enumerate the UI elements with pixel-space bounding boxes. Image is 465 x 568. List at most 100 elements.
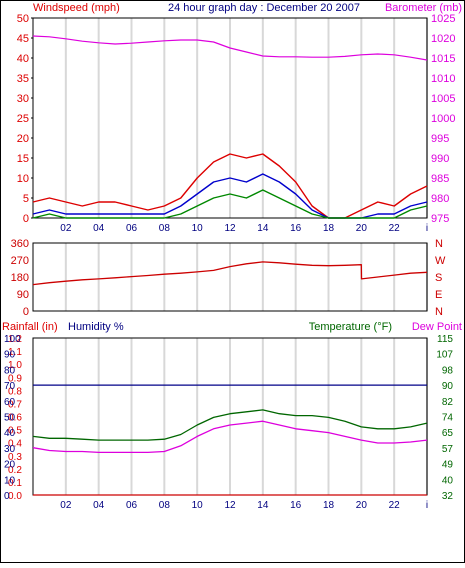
windspeed-axis-label: Windspeed (mph) (33, 2, 120, 14)
compass-tick-label: N (435, 238, 443, 250)
rainfall-tick-label: 0.5 (8, 426, 22, 437)
barometer-tick-label: 1000 (431, 113, 455, 125)
dewpoint-axis-label: Dew Point (412, 321, 462, 333)
x-tick-label: 22 (389, 223, 401, 234)
x-tick-label: 02 (60, 500, 72, 511)
humidity-tick-label: 50 (4, 413, 16, 424)
humidity-tick-label: 70 (4, 381, 16, 392)
x-tick-label: 06 (126, 223, 138, 234)
x-tick-label: 04 (93, 223, 105, 234)
x-tick-label: 18 (323, 223, 335, 234)
compass-tick-label: W (435, 255, 446, 267)
x-tick-label: 08 (159, 223, 171, 234)
windspeed-tick-label: 10 (17, 173, 29, 185)
x-tick-label: 02 (60, 223, 72, 234)
temperature-tick-label: 107 (436, 350, 453, 361)
temperature-line (32, 409, 428, 441)
x-tick-label: 14 (257, 500, 269, 511)
humidity-tick-label: 60 (4, 397, 16, 408)
windspeed-tick-label: 45 (17, 33, 29, 45)
barometer-tick-label: 990 (431, 153, 449, 165)
humidity-tick-label: 30 (4, 444, 16, 455)
compass-tick-label: N (435, 306, 443, 318)
humidity-tick-label: 20 (4, 460, 16, 471)
temperature-tick-label: 65 (442, 428, 454, 439)
x-tick-label: 06 (126, 500, 138, 511)
humidity-tick-label: 80 (4, 365, 16, 376)
x-tick-label: 22 (389, 500, 401, 511)
windspeed-tick-label: 30 (17, 93, 29, 105)
barometer-tick-label: 1005 (431, 93, 455, 105)
rainfall-tick-label: 0.9 (8, 373, 22, 384)
windspeed-line-1 (32, 153, 428, 219)
temperature-tick-label: 74 (442, 413, 454, 424)
barometer-tick-label: 1020 (431, 33, 455, 45)
windspeed-tick-label: 25 (17, 113, 29, 125)
x-tick-label: 12 (224, 500, 236, 511)
temperature-tick-label: 57 (442, 444, 454, 455)
x-tick-label: 04 (93, 500, 105, 511)
x-tick-label: 12 (224, 223, 236, 234)
direction-tick-label: 180 (11, 272, 29, 284)
x-tick-label: 20 (356, 223, 368, 234)
windspeed-tick-label: 40 (17, 53, 29, 65)
barometer-tick-label: 1010 (431, 73, 455, 85)
rainfall-tick-label: 0.4 (8, 439, 22, 450)
compass-tick-label: S (435, 272, 442, 284)
barometer-tick-label: 995 (431, 133, 449, 145)
rainfall-tick-label: 0.6 (8, 413, 22, 424)
dewpoint-line (32, 420, 428, 454)
x-tick-label: 18 (323, 500, 335, 511)
humidity-axis-label: Humidity % (68, 321, 124, 333)
x-tick-label: 16 (290, 500, 302, 511)
direction-tick-label: 0 (23, 306, 29, 318)
windspeed-line-3 (32, 189, 428, 219)
temperature-tick-label: 98 (442, 365, 454, 376)
direction-tick-label: 90 (17, 289, 29, 301)
rainfall-tick-label: 0.0 (8, 491, 22, 502)
x-tick-label: 08 (159, 500, 171, 511)
windspeed-tick-label: 5 (23, 193, 29, 205)
temperature-tick-label: 49 (442, 460, 454, 471)
barometer-tick-label: 975 (431, 213, 449, 225)
panel-frame (32, 242, 428, 312)
barometer-tick-label: 1025 (431, 13, 455, 25)
temperature-tick-label: 32 (442, 491, 454, 502)
rainfall-tick-label: 1.2 (8, 334, 22, 345)
x-tick-label: 14 (257, 223, 269, 234)
x-tick-label: 16 (290, 223, 302, 234)
temperature-tick-label: 82 (442, 397, 454, 408)
humidity-tick-label: 100 (4, 334, 21, 345)
barometer-tick-label: 980 (431, 193, 449, 205)
barometer-axis-label: Barometer (mb) (385, 2, 462, 14)
rainfall-tick-label: 1.1 (8, 347, 22, 358)
rainfall-tick-label: 0.7 (8, 399, 22, 410)
temperature-tick-label: 40 (442, 475, 454, 486)
rainfall-tick-label: 1.0 (8, 360, 22, 371)
windspeed-tick-label: 0 (23, 213, 29, 225)
rainfall-tick-label: 0.1 (8, 478, 22, 489)
windspeed-tick-label: 15 (17, 153, 29, 165)
compass-tick-label: E (435, 289, 442, 301)
humidity-tick-label: 40 (4, 428, 16, 439)
x-tick-label: 20 (356, 500, 368, 511)
temperature-tick-label: 115 (437, 334, 453, 345)
x-tick-label: 10 (192, 223, 204, 234)
x-tick-label: i (426, 500, 428, 511)
chart-title: 24 hour graph day : December 20 2007 (168, 2, 360, 14)
barometer-tick-label: 1015 (431, 53, 455, 65)
rainfall-axis-label: Rainfall (in) (2, 321, 58, 333)
rainfall-tick-label: 0.8 (8, 386, 22, 397)
x-tick-label: i (426, 223, 428, 234)
windspeed-tick-label: 35 (17, 73, 29, 85)
barometer-tick-label: 985 (431, 173, 449, 185)
rainfall-tick-label: 0.3 (8, 452, 22, 463)
rainfall-tick-label: 0.2 (8, 465, 22, 476)
direction-tick-label: 360 (11, 238, 29, 250)
direction-tick-label: 270 (11, 255, 29, 267)
barometer-line (32, 35, 428, 61)
windspeed-tick-label: 20 (17, 133, 29, 145)
temperature-axis-label: Temperature (°F) (309, 321, 392, 333)
